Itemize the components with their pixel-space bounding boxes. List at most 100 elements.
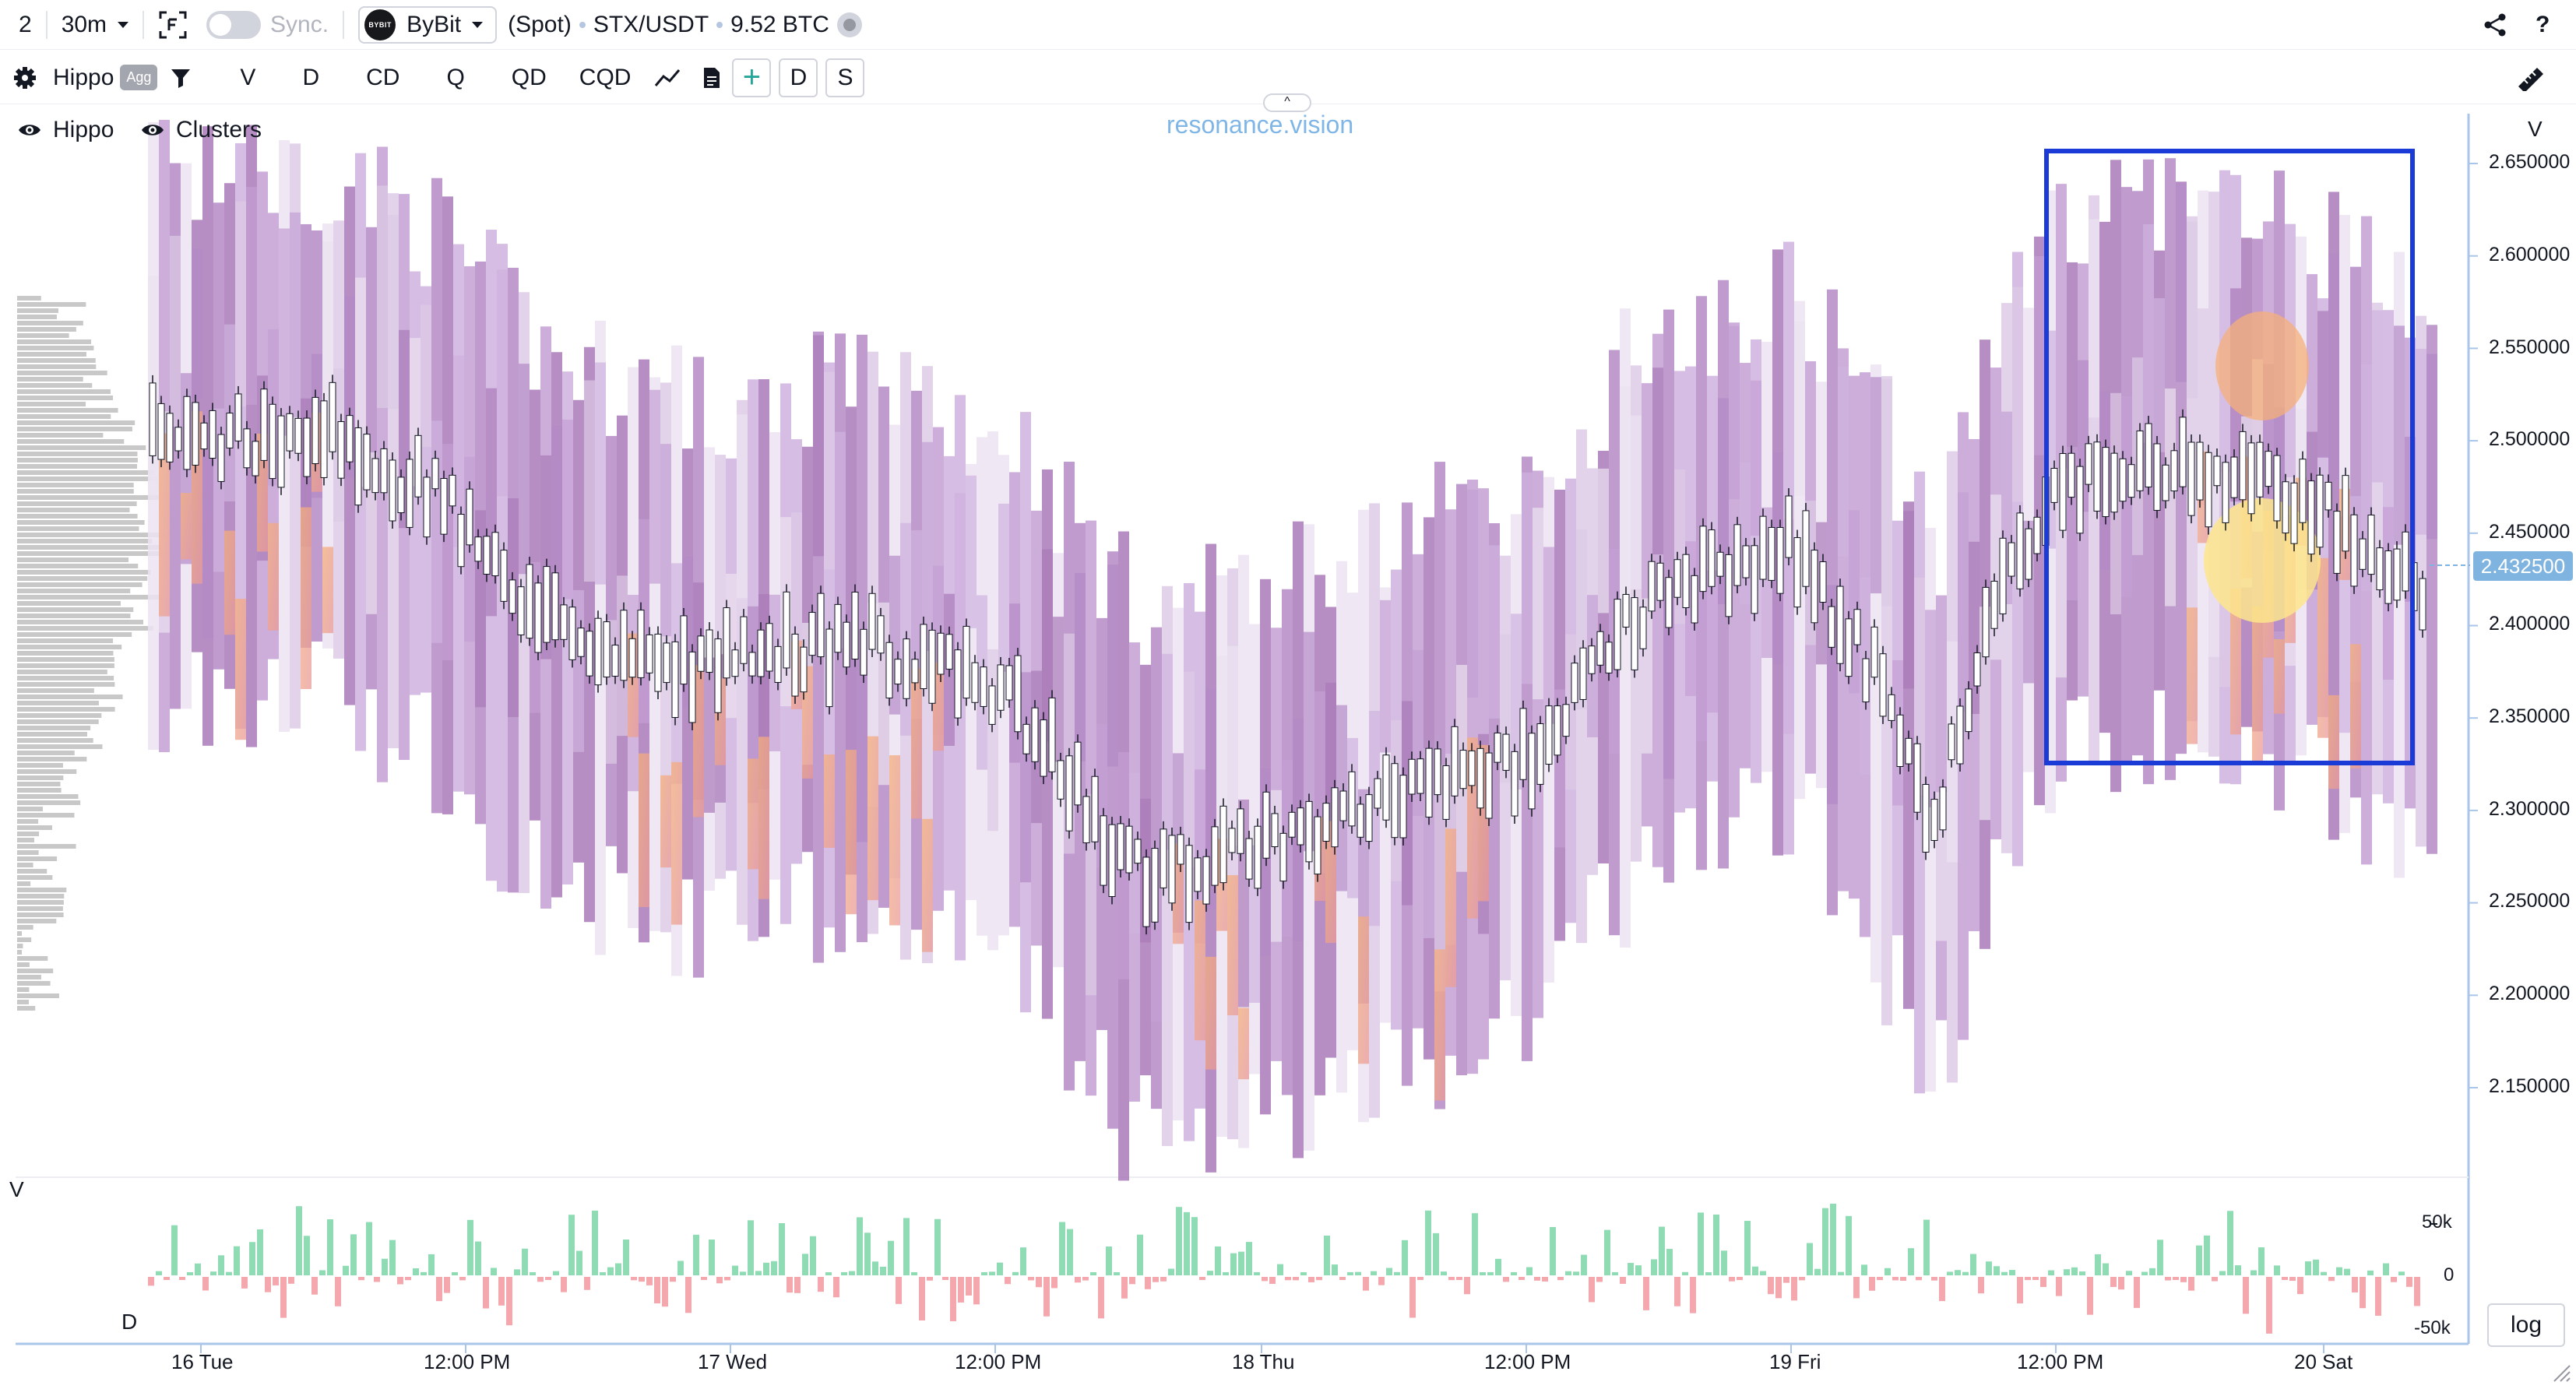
volume-bar-up — [864, 1233, 871, 1275]
pair-label[interactable]: STX/USDT — [593, 11, 709, 37]
share-button[interactable] — [2483, 0, 2507, 50]
volume-profile-bar — [17, 881, 31, 886]
add-indicator-button[interactable]: + — [732, 58, 772, 97]
volume-profile-bar — [17, 383, 93, 388]
volume-bar-up — [1822, 1208, 1828, 1275]
volume-bar-up — [989, 1271, 995, 1275]
volume-bar-up — [1106, 1246, 1112, 1275]
s-toggle-button[interactable]: S — [825, 58, 865, 97]
volume-bar-up — [1526, 1267, 1533, 1275]
volume-bar-down — [397, 1277, 403, 1285]
heatmap-band — [649, 389, 660, 584]
candle-body — [1339, 790, 1347, 821]
volume-profile-bar — [17, 757, 87, 761]
candle-body — [954, 649, 962, 719]
volume-profile-bar — [17, 626, 153, 631]
volume-bar-up — [1705, 1271, 1712, 1275]
volume-profile-bar — [17, 937, 32, 942]
ruler-button[interactable] — [2515, 65, 2546, 91]
volume-bar-down — [818, 1277, 824, 1292]
document-button[interactable] — [702, 66, 721, 90]
volume-bar-up — [553, 1271, 559, 1275]
settings-button[interactable] — [12, 65, 37, 90]
candle-body — [1305, 800, 1313, 863]
line-chart-button[interactable] — [654, 67, 681, 89]
legend-clusters[interactable]: Clusters — [140, 117, 262, 143]
highlight-rectangle[interactable] — [2044, 149, 2415, 765]
legend-hippo[interactable]: Hippo — [17, 117, 114, 143]
price-tick: 2.150000 — [2489, 1075, 2571, 1097]
volume-bar-up — [763, 1262, 769, 1275]
candle-body — [2230, 456, 2238, 498]
candle-body — [654, 633, 662, 692]
volume-profile-bar — [17, 1000, 30, 1004]
volume-profile-bar — [17, 931, 22, 936]
price-candles — [149, 375, 2426, 935]
volume-bar-up — [2227, 1211, 2233, 1275]
candle-body — [860, 628, 867, 676]
volume-bar-up — [2126, 1271, 2132, 1275]
indicator-button-q[interactable]: Q — [446, 64, 465, 90]
volume-bar-up — [467, 1219, 473, 1275]
agg-badge[interactable]: Agg — [120, 65, 158, 90]
volume-profile-bar — [17, 819, 39, 824]
volume-profile-bar — [17, 632, 132, 637]
candle-body — [1237, 808, 1244, 854]
indicator-button-v[interactable]: V — [240, 64, 256, 90]
indicator-button-qd[interactable]: QD — [511, 64, 547, 90]
sync-switch[interactable] — [206, 10, 262, 39]
volume-bar-up — [2064, 1269, 2070, 1275]
gear-icon — [14, 66, 36, 89]
volume-bar-up — [249, 1242, 255, 1275]
candle-body — [1708, 529, 1716, 587]
volume-bar-down — [716, 1277, 723, 1284]
candle-body — [577, 628, 585, 657]
indicator-name[interactable]: Hippo Agg — [53, 65, 158, 91]
volume-profile-bar — [17, 564, 139, 568]
volume-profile-bar — [17, 913, 64, 917]
heatmap-hot-cluster — [2328, 694, 2339, 789]
interval-select[interactable]: 30m — [62, 0, 129, 50]
volume-bar-up — [2095, 1254, 2101, 1275]
volume-bar-up — [421, 1271, 427, 1275]
candle-body — [877, 615, 885, 654]
sync-toggle[interactable]: Sync. — [206, 0, 329, 50]
help-button[interactable]: ? — [2536, 11, 2550, 37]
volume-profile-bar — [17, 869, 48, 874]
resize-handle-icon[interactable] — [2551, 1363, 2571, 1383]
candle-body — [431, 458, 439, 490]
volume-bar-up — [327, 1219, 333, 1275]
d-toggle-button[interactable]: D — [779, 58, 818, 97]
collapse-toolbar-button[interactable]: ^ — [1263, 93, 1311, 112]
candle-body — [2307, 480, 2315, 555]
candle-body — [2256, 441, 2264, 498]
layout-count-button[interactable]: 2 — [19, 0, 32, 50]
candle-body — [731, 649, 739, 677]
volume-profile-bar — [17, 676, 114, 680]
log-scale-button[interactable]: log — [2487, 1303, 2565, 1347]
volume-bar-up — [934, 1218, 941, 1275]
volume-bar-down — [1005, 1277, 1011, 1285]
exchange-select[interactable]: BYBIT ByBit — [358, 5, 498, 44]
candle-body — [277, 415, 285, 488]
heatmap-hot-cluster — [867, 736, 878, 901]
volume-bar-down — [701, 1277, 707, 1281]
heatmap-band — [2426, 353, 2437, 540]
heatmap-band — [660, 444, 671, 637]
volume-profile-bar — [17, 464, 137, 469]
volume-bar-down — [1145, 1277, 1151, 1289]
volume-bar-up — [1994, 1266, 2000, 1275]
indicator-button-cd[interactable]: CD — [366, 64, 400, 90]
indicator-button-d[interactable]: D — [302, 64, 320, 90]
filter-button[interactable] — [170, 67, 192, 89]
volume-profile-bar — [17, 800, 81, 805]
screenshot-button[interactable] — [158, 0, 188, 50]
eye-icon — [19, 125, 40, 135]
volume-bar-up — [1495, 1258, 1501, 1275]
volume-bar-up — [1628, 1263, 1634, 1275]
candle-body — [1160, 828, 1167, 888]
heatmap-hot-cluster — [224, 530, 235, 635]
candle-body — [1374, 778, 1381, 809]
indicator-button-cqd[interactable]: CQD — [579, 64, 632, 90]
